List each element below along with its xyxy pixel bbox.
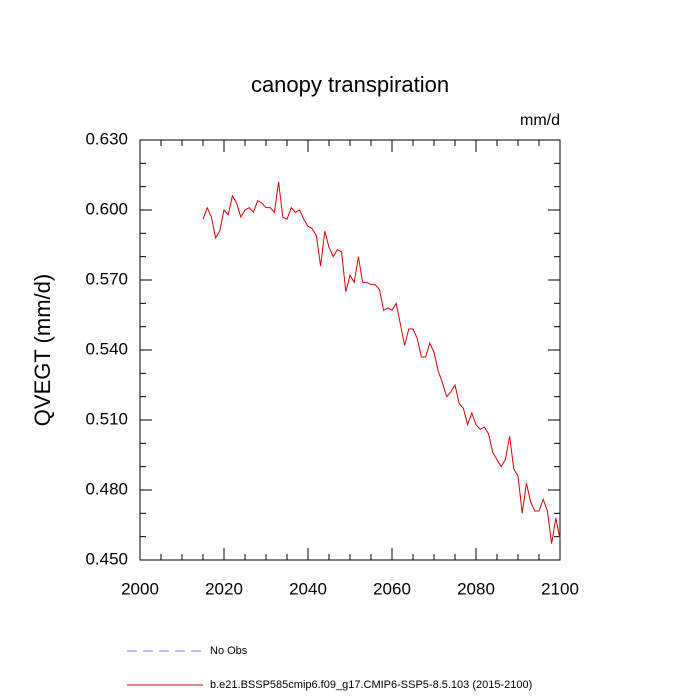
legend-label: No Obs [210, 645, 248, 657]
x-tick-label: 2020 [205, 579, 243, 598]
y-tick-label: 0.540 [85, 339, 128, 358]
y-tick-label: 0.570 [85, 269, 128, 288]
y-tick-label: 0.630 [85, 129, 128, 148]
x-tick-label: 2100 [541, 579, 579, 598]
chart-title: canopy transpiration [251, 72, 449, 97]
units-label: mm/d [520, 112, 560, 129]
plot-frame [139, 139, 561, 561]
data-line [202, 181, 561, 544]
x-tick-label: 2080 [457, 579, 495, 598]
y-axis-label: QVEGT (mm/d) [30, 274, 55, 426]
legend-label: b.e21.BSSP585cmip6.f09_g17.CMIP6-SSP5-8.… [210, 679, 532, 691]
y-tick-label: 0.510 [85, 409, 128, 428]
y-tick-label: 0.450 [85, 549, 128, 568]
x-tick-label: 2060 [373, 579, 411, 598]
y-tick-label: 0.480 [85, 479, 128, 498]
y-tick-label: 0.600 [85, 199, 128, 218]
x-tick-label: 2040 [289, 579, 327, 598]
x-tick-label: 2000 [121, 579, 159, 598]
